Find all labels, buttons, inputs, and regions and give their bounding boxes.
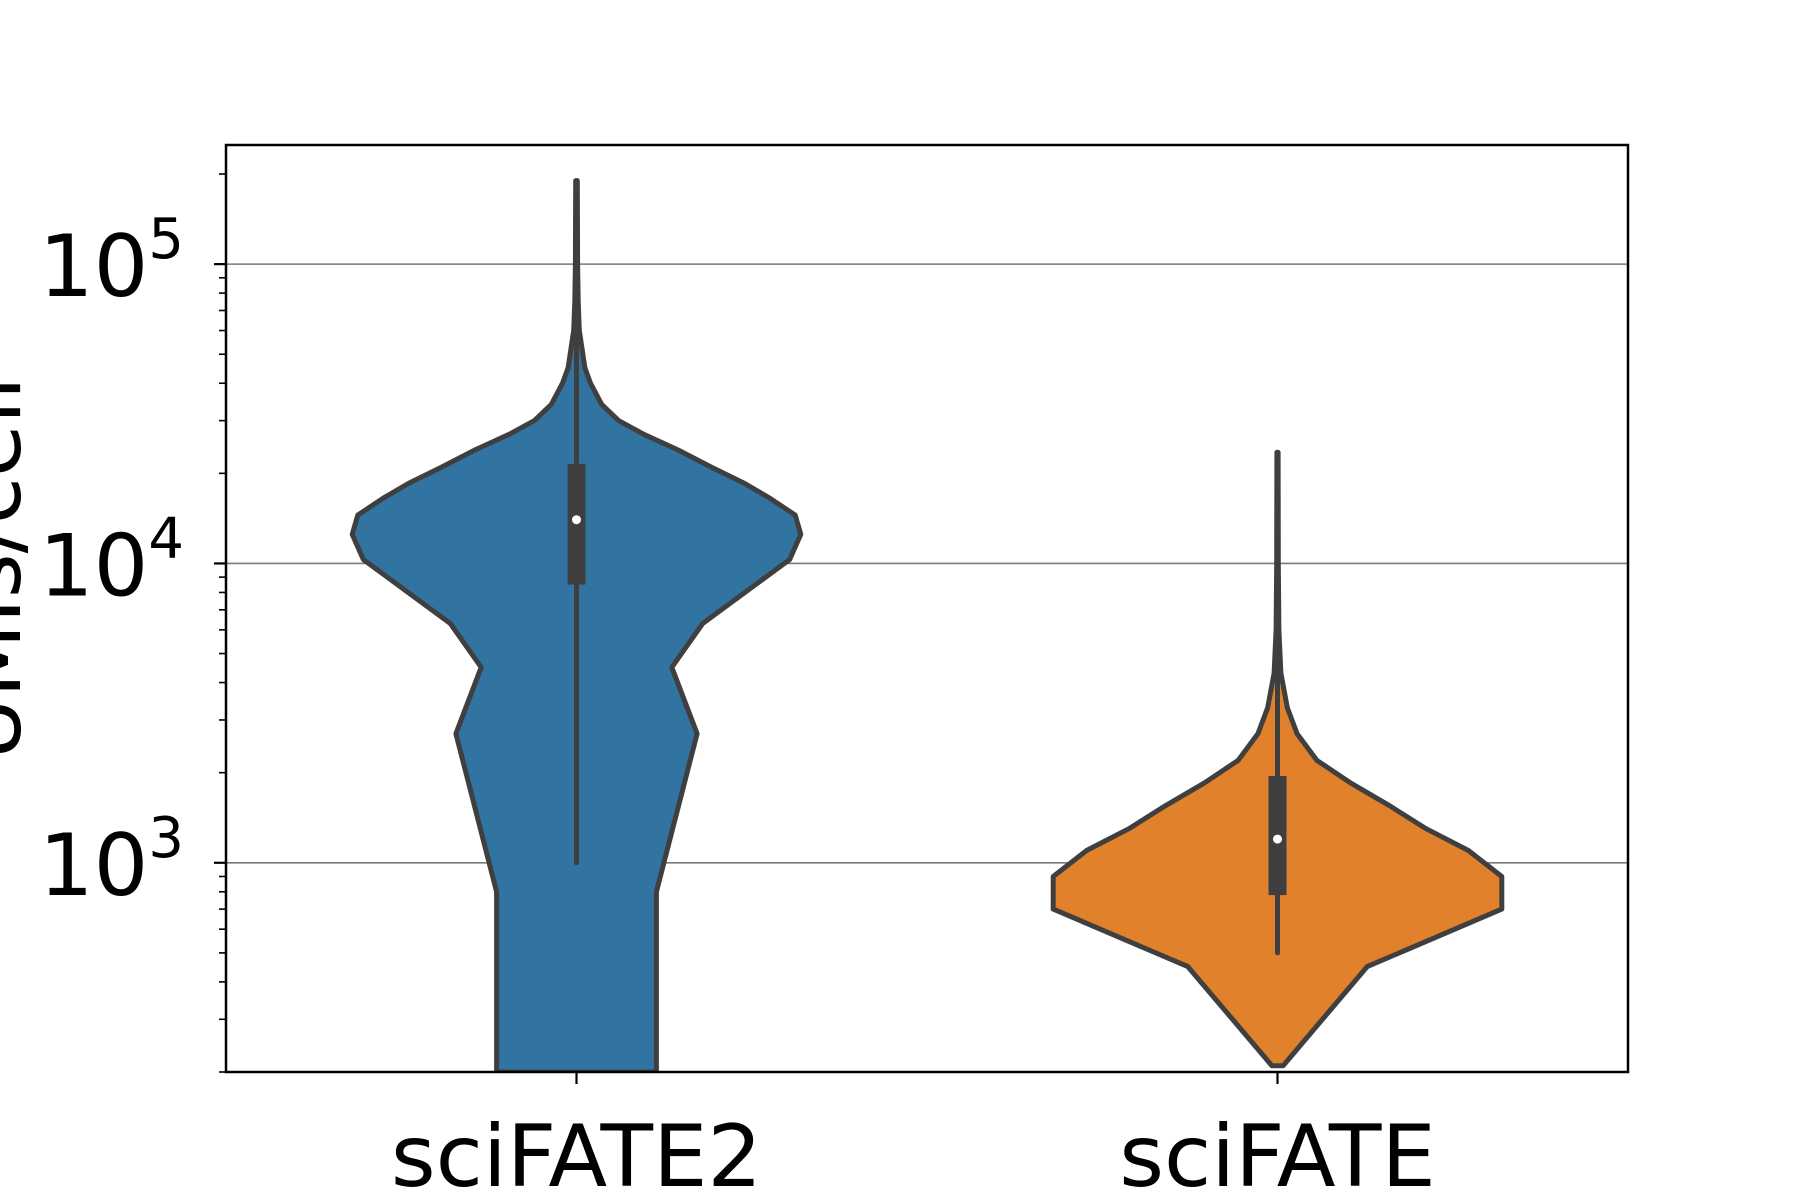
violin-sciFATE [1050, 449, 1505, 1069]
y-tick-label-100000: 105 [39, 207, 184, 317]
x-tick-label-sciFATE: sciFATE [1119, 1107, 1436, 1200]
violin-sciFATE2 [349, 178, 804, 1072]
y-tick-base: 10 [39, 516, 148, 616]
iqr-box-sciFATE2 [567, 463, 586, 585]
y-tick-base: 10 [39, 217, 148, 317]
axes [224, 143, 1630, 1074]
plot-frame [224, 143, 1630, 1074]
x-axis-ticks: sciFATE2 sciFATE [391, 1072, 1436, 1200]
y-tick-label-1000: 103 [39, 806, 184, 916]
y-axis-label: UMIs/cell [0, 376, 41, 760]
y-tick-exponent: 5 [148, 207, 184, 272]
y-tick-exponent: 4 [148, 506, 184, 571]
median-point-sciFATE2 [572, 515, 581, 525]
violins [349, 178, 1505, 1072]
median-point-sciFATE [1273, 834, 1282, 844]
x-tick-label-sciFATE2: sciFATE2 [391, 1107, 762, 1200]
y-tick-base: 10 [39, 816, 148, 916]
y-tick-label-10000: 104 [39, 506, 184, 616]
y-tick-exponent: 3 [148, 806, 184, 871]
